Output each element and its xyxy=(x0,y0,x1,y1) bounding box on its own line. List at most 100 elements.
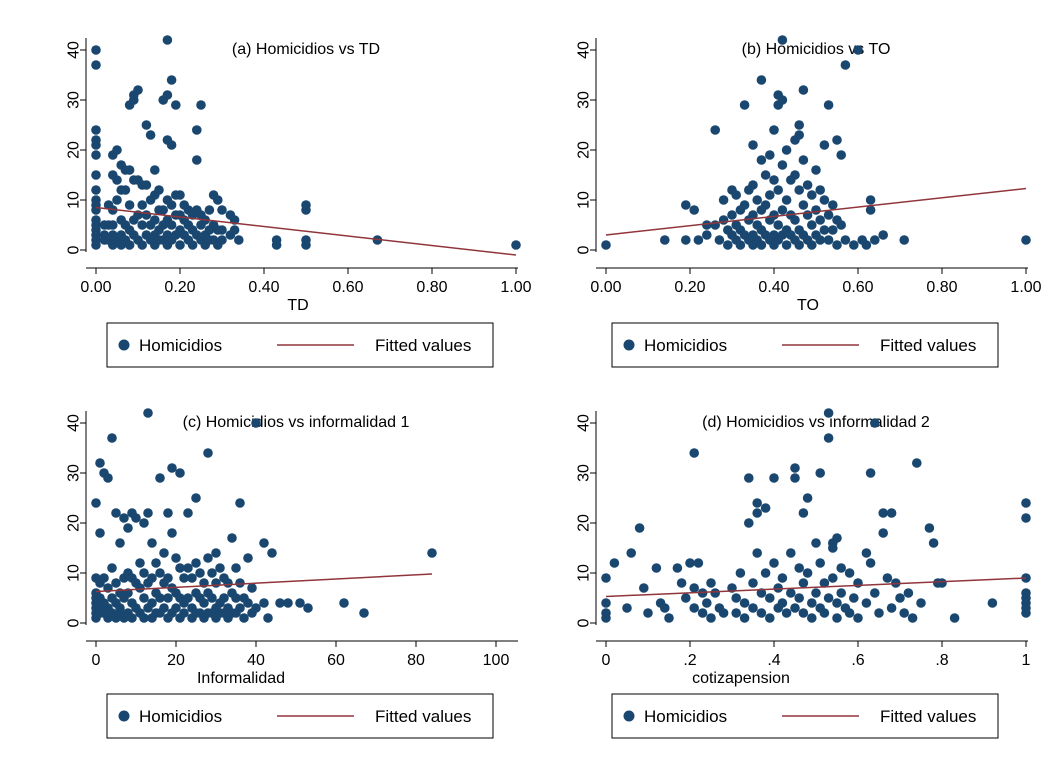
chart-title: (c) Homicidios vs informalidad 1 xyxy=(183,414,410,431)
x-tick-label: 20 xyxy=(167,652,185,669)
data-point xyxy=(163,573,173,583)
data-point xyxy=(815,468,825,478)
data-point xyxy=(1021,235,1031,245)
data-point xyxy=(845,568,855,578)
data-point xyxy=(765,613,775,623)
scatter-points xyxy=(91,408,437,623)
y-tick-label: 40 xyxy=(66,414,83,432)
data-point xyxy=(251,418,261,428)
x-tick-label: 0.20 xyxy=(164,279,195,296)
data-point xyxy=(119,513,129,523)
data-point xyxy=(870,235,880,245)
data-point xyxy=(710,220,720,230)
data-point xyxy=(916,598,926,608)
data-point xyxy=(736,568,746,578)
data-point xyxy=(799,155,809,165)
data-point xyxy=(135,558,145,568)
data-point xyxy=(836,563,846,573)
data-point xyxy=(635,523,645,533)
data-point xyxy=(782,145,792,155)
data-point xyxy=(155,473,165,483)
data-point xyxy=(91,140,101,150)
data-point xyxy=(799,578,809,588)
data-point xyxy=(773,185,783,195)
data-point xyxy=(736,240,746,250)
x-tick-label: 40 xyxy=(247,652,265,669)
data-point xyxy=(740,200,750,210)
data-point xyxy=(836,150,846,160)
axes: 0.00 0.20 0.40 0.60 0.80 1.00010203040 xyxy=(576,38,1042,296)
data-point xyxy=(782,608,792,618)
data-point xyxy=(849,240,859,250)
data-point xyxy=(187,573,197,583)
legend: Homicidios Fitted values xyxy=(107,323,493,367)
data-point xyxy=(681,235,691,245)
data-point xyxy=(815,558,825,568)
data-point xyxy=(131,513,141,523)
data-point xyxy=(211,578,221,588)
data-point xyxy=(135,583,145,593)
data-point xyxy=(790,603,800,613)
data-point xyxy=(143,508,153,518)
panel-b: (b) Homicidios vs TO TO 0.00 0.20 0.40 0.60… xyxy=(576,35,1042,367)
data-point xyxy=(828,543,838,553)
legend: Homicidios Fitted values xyxy=(612,323,998,367)
data-point xyxy=(862,240,872,250)
data-point xyxy=(752,548,762,558)
data-point xyxy=(710,125,720,135)
data-point xyxy=(211,548,221,558)
data-point xyxy=(929,538,939,548)
data-point xyxy=(694,558,704,568)
data-point xyxy=(167,75,177,85)
data-point xyxy=(807,613,817,623)
data-point xyxy=(887,508,897,518)
data-point xyxy=(836,220,846,230)
data-point xyxy=(748,603,758,613)
data-point xyxy=(773,220,783,230)
data-point xyxy=(832,613,842,623)
data-point xyxy=(142,180,152,190)
data-point xyxy=(639,583,649,593)
legend-marker-icon xyxy=(624,711,635,722)
data-point xyxy=(761,200,771,210)
y-tick-label: 0 xyxy=(66,245,83,254)
x-tick-label: .2 xyxy=(683,652,696,669)
data-point xyxy=(175,190,185,200)
data-point xyxy=(167,140,177,150)
data-point xyxy=(794,120,804,130)
data-point xyxy=(799,608,809,618)
legend: Homicidios Fitted values xyxy=(107,694,493,738)
data-point xyxy=(1021,608,1031,618)
data-point xyxy=(171,100,181,110)
data-point xyxy=(752,195,762,205)
data-point xyxy=(719,608,729,618)
data-point xyxy=(203,448,213,458)
data-point xyxy=(191,493,201,503)
data-point xyxy=(146,130,156,140)
data-point xyxy=(601,573,611,583)
data-point xyxy=(748,180,758,190)
data-point xyxy=(828,573,838,583)
data-point xyxy=(769,175,779,185)
data-point xyxy=(790,473,800,483)
data-point xyxy=(790,463,800,473)
data-point xyxy=(719,215,729,225)
data-point xyxy=(175,468,185,478)
data-point xyxy=(799,200,809,210)
y-tick-label: 0 xyxy=(66,618,83,627)
data-point xyxy=(230,225,240,235)
data-point xyxy=(91,185,101,195)
data-point xyxy=(163,508,173,518)
data-point xyxy=(765,190,775,200)
x-tick-label: .4 xyxy=(767,652,780,669)
data-point xyxy=(339,598,349,608)
data-point xyxy=(706,578,716,588)
data-point xyxy=(811,588,821,598)
data-point xyxy=(702,220,712,230)
data-point xyxy=(223,578,233,588)
y-tick-label: 30 xyxy=(66,91,83,109)
data-point xyxy=(845,608,855,618)
data-point xyxy=(853,45,863,55)
x-tick-label: 100 xyxy=(483,652,510,669)
data-point xyxy=(832,240,842,250)
